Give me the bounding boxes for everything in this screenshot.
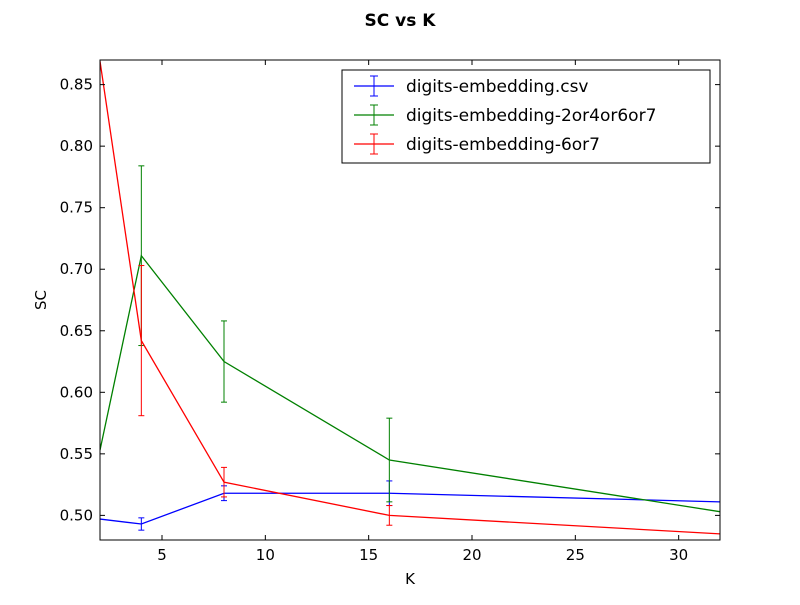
y-tick-label-6: 0.80 (60, 137, 93, 155)
legend: digits-embedding.csv digits-embedding-2or… (341, 69, 711, 164)
plot-area: 5 10 15 20 25 30 0.50 0.55 0.60 0.65 0.70 0.75 0.80 0… (60, 59, 721, 564)
x-tick-label-4: 25 (566, 546, 585, 564)
series-2 (100, 61, 720, 535)
x-axis-label: K (405, 570, 416, 588)
y-tick-label-4: 0.70 (60, 260, 93, 278)
y-tick-label-2: 0.60 (60, 383, 93, 401)
series-0 (100, 480, 720, 531)
x-tick-label-0: 5 (157, 546, 167, 564)
chart-title: SC vs K (365, 11, 437, 31)
x-tick-label-3: 20 (462, 546, 481, 564)
series-line-1 (100, 254, 720, 513)
legend-label-0: digits-embedding.csv (406, 77, 589, 97)
legend-box (341, 69, 711, 164)
y-axis-label: SC (32, 290, 50, 310)
y-tick-label-0: 0.50 (60, 506, 93, 524)
series-1 (100, 165, 720, 513)
x-tick-label-1: 10 (256, 546, 275, 564)
y-tick-label-5: 0.75 (60, 199, 93, 217)
y-tick-label-7: 0.85 (60, 76, 93, 94)
series-line-0 (100, 492, 720, 525)
legend-label-2: digits-embedding-6or7 (406, 135, 600, 155)
x-tick-label-5: 30 (669, 546, 688, 564)
y-tick-label-3: 0.65 (60, 322, 93, 340)
plot-frame (99, 59, 721, 541)
legend-label-1: digits-embedding-2or4or6or7 (406, 106, 656, 126)
x-tick-label-2: 15 (359, 546, 378, 564)
y-tick-label-1: 0.55 (60, 445, 93, 463)
